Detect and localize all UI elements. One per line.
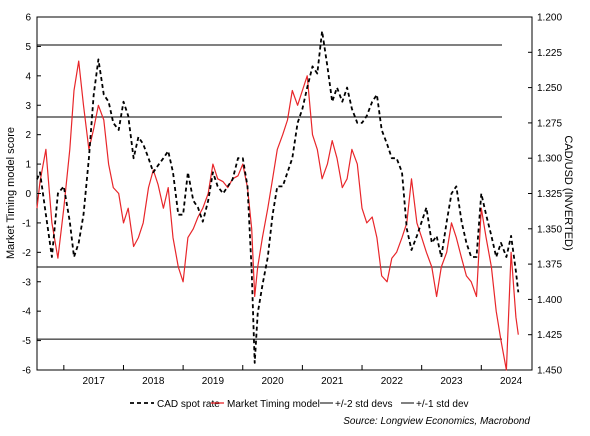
legend-item-cad-spot: CAD spot rate (130, 399, 220, 410)
y-left-tick-label-4: 2 (25, 130, 31, 141)
y-axis-right-title: CAD/USD (INVERTED) (562, 135, 574, 250)
legend-item-1std: +/-1 std dev (401, 399, 469, 410)
x-tick-label-5: 2022 (381, 376, 404, 387)
x-tick-label-1: 2018 (142, 376, 165, 387)
y-right-tick-label-6: 1.350 (537, 224, 562, 235)
x-tick-label-7: 2024 (500, 376, 523, 387)
y-right-tick-label-1: 1.225 (537, 48, 562, 59)
y-left-tick-label-3: 3 (25, 101, 31, 112)
x-tick-label-2: 2019 (202, 376, 225, 387)
series-layer (36, 30, 520, 371)
y-right-tick-label-5: 1.325 (537, 189, 562, 200)
y-right-tick-label-10: 1.450 (537, 366, 562, 377)
x-tick-label-3: 2020 (261, 376, 284, 387)
series-line-cad-spot-rate (36, 30, 520, 364)
y-left-tick-label-2: 4 (25, 71, 31, 82)
legend-label-1std: +/-1 std dev (416, 399, 469, 410)
y-right-tick-label-2: 1.250 (537, 83, 562, 94)
y-axis-left: 6 5 4 3 2 1 0 -1 -2 -3 -4 -5 -6 (22, 13, 41, 377)
legend-label-2std: +/-2 std devs (335, 399, 393, 410)
y-left-tick-label-1: 5 (25, 42, 31, 53)
legend-item-market-timing: Market Timing model (211, 399, 320, 410)
y-left-tick-label-5: 1 (25, 160, 31, 171)
legend-label-cad-spot: CAD spot rate (157, 399, 220, 410)
y-right-tick-label-9: 1.425 (537, 330, 562, 341)
y-right-tick-label-7: 1.375 (537, 260, 562, 271)
y-left-tick-label-11: -5 (22, 336, 31, 347)
y-right-tick-label-3: 1.275 (537, 118, 562, 129)
y-left-tick-label-12: -6 (22, 366, 31, 377)
y-left-tick-label-8: -2 (22, 248, 31, 259)
y-left-tick-label-10: -4 (22, 307, 31, 318)
y-right-tick-label-4: 1.300 (537, 154, 562, 165)
y-axis-right: 1.200 1.225 1.250 1.275 1.300 1.325 1.350 1.375… (528, 13, 562, 377)
x-tick-label-6: 2023 (440, 376, 463, 387)
y-right-tick-label-0: 1.200 (537, 13, 562, 24)
legend-item-2std: +/-2 std devs (320, 399, 393, 410)
legend-label-market-timing: Market Timing model (227, 399, 320, 410)
y-left-tick-label-6: 0 (25, 189, 31, 200)
legend: CAD spot rate Market Timing model +/-2 s… (130, 399, 469, 410)
source-note: Source: Longview Economics, Macrobond (343, 416, 530, 427)
y-left-tick-label-7: -1 (22, 218, 31, 229)
x-axis: 2017 2018 2019 2020 2021 2022 2023 2024 (63, 365, 523, 387)
hlines (37, 44, 502, 340)
y-right-tick-label-8: 1.400 (537, 295, 562, 306)
y-axis-left-title: Market Timing model score (5, 127, 17, 259)
series-line-market-timing-model (36, 60, 519, 371)
y-left-tick-label-0: 6 (25, 13, 31, 24)
x-tick-label-4: 2021 (321, 376, 344, 387)
y-left-tick-label-9: -3 (22, 277, 31, 288)
x-tick-label-0: 2017 (83, 376, 106, 387)
